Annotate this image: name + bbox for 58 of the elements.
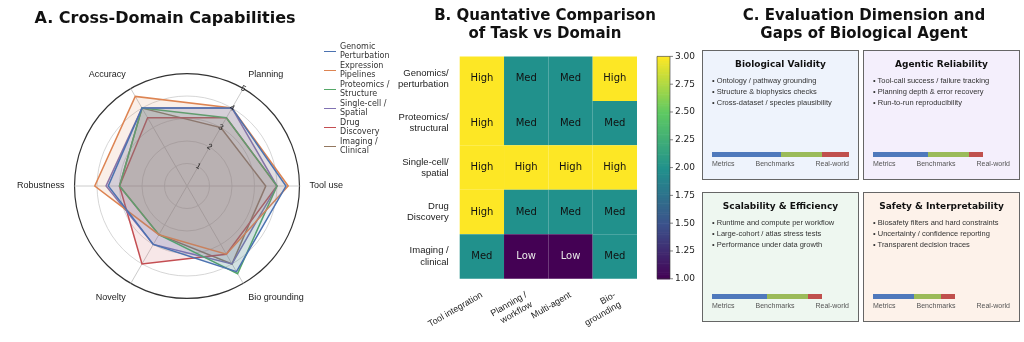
- data-label: Med: [604, 205, 626, 217]
- y-tick-label: Imaging / clinical: [409, 244, 450, 267]
- legend-label: Imaging / Clinical: [340, 137, 379, 155]
- y-tick-label: 3: [216, 122, 226, 133]
- text: Biological Validity: [734, 59, 827, 69]
- y-tick-label: Proteomics/ structural: [398, 111, 450, 134]
- text: Agentic Reliability: [894, 59, 989, 69]
- data-label: Low: [560, 250, 581, 262]
- color-bar-label: 1.00: [675, 273, 696, 284]
- data-label: High: [514, 161, 538, 173]
- legend-label: Drug Discovery: [340, 118, 381, 136]
- color-bar-label: 3.00: [675, 50, 696, 61]
- data-label: High: [470, 72, 494, 84]
- y-tick-label: Single-cell/ spatial: [402, 155, 450, 178]
- data-label: High: [603, 161, 627, 173]
- legend-label: Proteomics / Structure: [340, 80, 390, 98]
- spoke-label: Tool use: [309, 180, 343, 191]
- data-label: Low: [516, 250, 537, 262]
- spoke-label: Novelty: [95, 291, 127, 302]
- y-tick-label: Drug Discovery: [407, 199, 449, 223]
- y-tick-label: 2: [205, 141, 215, 153]
- data-label: Med: [471, 250, 493, 262]
- spoke-label: Accuracy: [88, 69, 127, 80]
- data-label: High: [559, 161, 582, 173]
- data-label: Med: [559, 205, 582, 217]
- y-tick-label: Genomics/ perturbation: [398, 66, 450, 89]
- data-label: Med: [604, 250, 626, 262]
- data-label: Med: [559, 116, 582, 128]
- data-label: Med: [515, 205, 537, 217]
- legend-label: Genomic Perturbation: [340, 42, 390, 60]
- data-label: Med: [604, 116, 626, 128]
- spoke-label: Robustness: [17, 180, 66, 191]
- data-label: Med: [515, 116, 537, 128]
- legend-label: Expression Pipelines: [340, 61, 385, 79]
- chart-title: B. Quantative Comparison of Task vs Domain: [433, 6, 657, 42]
- color-bar-label: 1.50: [675, 217, 696, 228]
- data-label: High: [470, 116, 494, 128]
- spoke-label: Planning: [248, 69, 284, 80]
- legend-label: Single-cell / Spatial: [340, 99, 388, 117]
- data-label: High: [470, 161, 494, 173]
- text: C. Evaluation Dimension and Gaps of Biological Agent: [741, 6, 987, 42]
- y-tick-label: 5: [239, 83, 249, 94]
- y-tick-label: 1: [194, 161, 204, 172]
- data-label: High: [470, 205, 494, 217]
- text: Safety & Interpretability: [878, 201, 1005, 211]
- data-label: High: [603, 72, 627, 84]
- text: Scalability & Efficiency: [721, 201, 840, 211]
- color-bar-label: 2.25: [675, 134, 696, 145]
- color-bar-label: 2.00: [675, 161, 696, 172]
- color-bar-label: 2.50: [675, 106, 696, 117]
- chart-title: A. Cross-Domain Capabilities: [33, 8, 297, 27]
- spoke-label: Bio grounding: [248, 291, 304, 302]
- y-tick-label: 4: [227, 102, 237, 114]
- color-bar-label: 2.75: [675, 78, 696, 89]
- color-bar-label: 1.25: [675, 245, 696, 256]
- data-label: Med: [515, 72, 537, 84]
- data-label: Med: [559, 72, 582, 84]
- color-bar-label: 1.75: [675, 189, 696, 200]
